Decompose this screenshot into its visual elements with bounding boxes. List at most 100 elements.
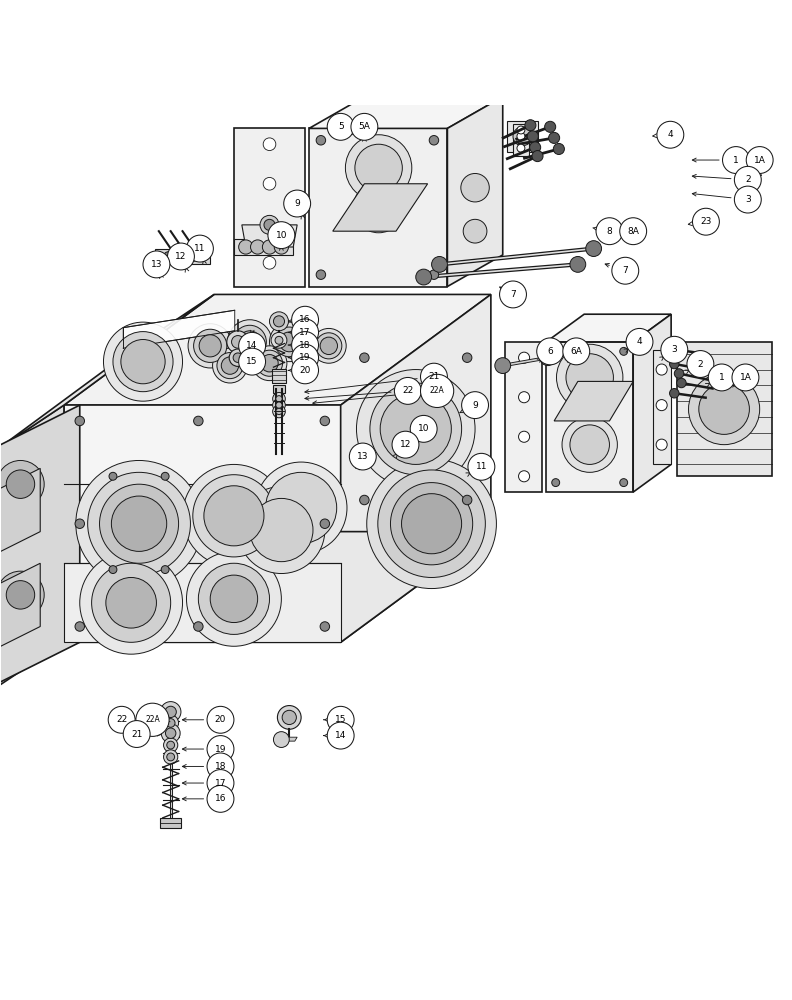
Circle shape <box>429 136 439 145</box>
Circle shape <box>193 329 227 362</box>
Circle shape <box>261 355 278 372</box>
Circle shape <box>163 715 178 731</box>
Polygon shape <box>341 294 491 642</box>
Circle shape <box>311 328 346 363</box>
Polygon shape <box>124 310 234 348</box>
Circle shape <box>532 151 543 162</box>
Text: 20: 20 <box>299 366 310 375</box>
Text: 1: 1 <box>733 156 739 165</box>
Circle shape <box>461 173 489 202</box>
Circle shape <box>272 392 285 405</box>
Circle shape <box>264 219 275 230</box>
Circle shape <box>233 353 242 362</box>
Circle shape <box>291 344 318 371</box>
Text: 10: 10 <box>276 231 287 240</box>
Circle shape <box>238 487 325 574</box>
Polygon shape <box>447 97 503 287</box>
Polygon shape <box>272 369 286 383</box>
Circle shape <box>380 393 451 464</box>
Circle shape <box>525 120 536 131</box>
Circle shape <box>356 370 475 488</box>
Circle shape <box>669 389 679 398</box>
Circle shape <box>276 402 282 408</box>
Circle shape <box>316 136 326 145</box>
Polygon shape <box>64 405 341 642</box>
Polygon shape <box>554 381 633 421</box>
Circle shape <box>462 392 489 419</box>
Circle shape <box>692 208 719 235</box>
Circle shape <box>661 336 687 363</box>
Circle shape <box>136 703 169 736</box>
Circle shape <box>327 706 354 733</box>
Circle shape <box>519 431 530 442</box>
Circle shape <box>0 460 44 508</box>
Text: 1A: 1A <box>754 156 766 165</box>
Circle shape <box>188 252 198 261</box>
Circle shape <box>273 732 289 747</box>
Circle shape <box>227 331 249 353</box>
Circle shape <box>265 472 337 543</box>
Circle shape <box>527 131 539 142</box>
Text: 7: 7 <box>510 290 516 299</box>
Circle shape <box>656 364 667 375</box>
Circle shape <box>316 333 342 359</box>
Polygon shape <box>546 314 671 342</box>
Text: 2: 2 <box>698 360 703 369</box>
Text: 22: 22 <box>116 715 128 724</box>
Polygon shape <box>64 532 491 642</box>
Circle shape <box>168 243 194 270</box>
Polygon shape <box>309 97 503 128</box>
Text: 17: 17 <box>299 328 310 337</box>
Circle shape <box>276 408 282 415</box>
Text: 12: 12 <box>400 440 411 449</box>
Circle shape <box>207 706 234 733</box>
Circle shape <box>263 217 276 230</box>
Circle shape <box>212 348 247 383</box>
Circle shape <box>238 240 253 254</box>
Circle shape <box>260 215 279 234</box>
Text: 13: 13 <box>150 260 162 269</box>
Circle shape <box>562 417 618 472</box>
Circle shape <box>198 563 269 634</box>
Circle shape <box>353 182 404 233</box>
Circle shape <box>162 472 169 480</box>
Circle shape <box>210 575 257 623</box>
Circle shape <box>167 741 174 749</box>
Circle shape <box>530 142 541 153</box>
Circle shape <box>463 219 487 243</box>
Circle shape <box>76 460 202 587</box>
Circle shape <box>519 471 530 482</box>
Circle shape <box>674 369 683 378</box>
Circle shape <box>238 348 265 375</box>
Circle shape <box>272 399 285 411</box>
Circle shape <box>100 484 178 563</box>
Circle shape <box>517 126 525 134</box>
Circle shape <box>421 363 447 390</box>
Circle shape <box>166 719 175 727</box>
Text: 20: 20 <box>215 715 227 724</box>
Text: 21: 21 <box>428 372 440 381</box>
Circle shape <box>269 322 309 362</box>
Circle shape <box>275 336 283 344</box>
Circle shape <box>277 706 301 729</box>
Circle shape <box>734 166 761 193</box>
Circle shape <box>113 332 173 392</box>
Circle shape <box>620 479 627 487</box>
Circle shape <box>554 143 565 155</box>
Circle shape <box>722 147 749 173</box>
Circle shape <box>291 319 318 346</box>
Circle shape <box>271 332 287 348</box>
Circle shape <box>552 479 560 487</box>
Circle shape <box>207 753 234 780</box>
Circle shape <box>463 495 472 505</box>
Circle shape <box>537 338 564 365</box>
Circle shape <box>495 358 511 374</box>
Circle shape <box>463 353 472 362</box>
Circle shape <box>165 706 177 718</box>
Polygon shape <box>281 737 297 741</box>
Circle shape <box>327 113 354 140</box>
Circle shape <box>327 722 354 749</box>
Polygon shape <box>507 121 539 152</box>
Polygon shape <box>0 294 214 453</box>
Text: 18: 18 <box>299 341 310 350</box>
